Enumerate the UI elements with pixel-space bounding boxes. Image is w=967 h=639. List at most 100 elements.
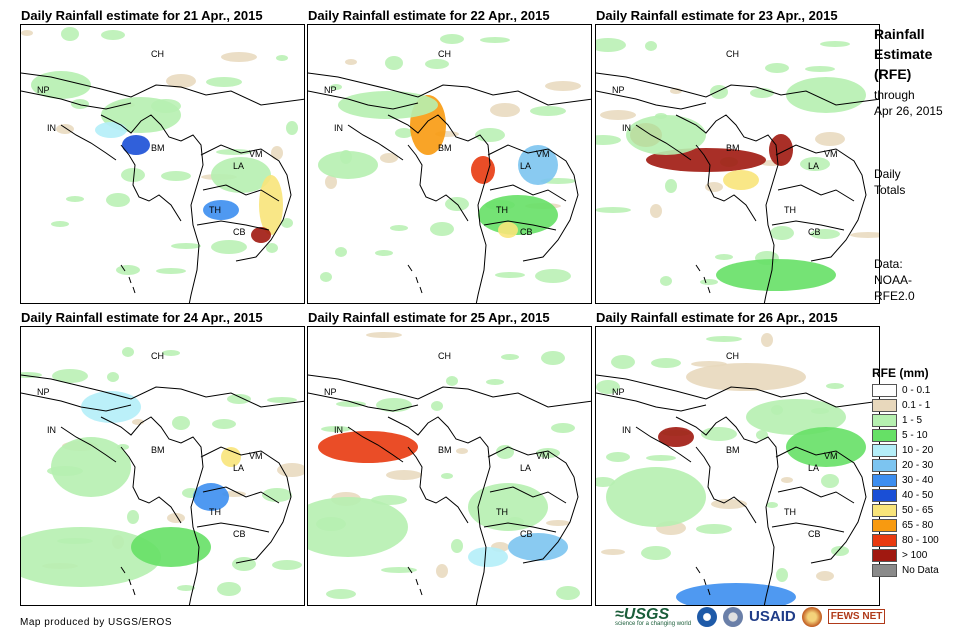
rain-patch (770, 226, 794, 240)
rain-cluster (468, 547, 508, 567)
legend-label: 50 - 65 (902, 505, 934, 516)
rain-patch (266, 243, 278, 253)
rain-patch (211, 240, 247, 254)
legend-item: 10 - 20 (872, 443, 939, 458)
usgs-logo-text: ≈USGS (615, 606, 670, 623)
rain-patch (496, 445, 514, 459)
rain-patch (700, 279, 718, 285)
map-svg: CH NP IN BM LA VM TH CB (596, 38, 879, 303)
rain-patch (776, 568, 788, 582)
legend-swatch (872, 384, 897, 397)
legend-label: 30 - 40 (902, 475, 934, 486)
rain-patch (172, 416, 190, 430)
rain-patch (486, 379, 504, 385)
rain-patch (320, 272, 332, 282)
country-label-cb: CB (520, 227, 533, 237)
country-label-vm: VM (824, 451, 838, 461)
rain-patch (495, 272, 525, 278)
country-label-cb: CB (233, 529, 246, 539)
rain-cluster (471, 156, 495, 184)
rain-patch (66, 196, 84, 202)
legend-label: 40 - 50 (902, 490, 934, 501)
rain-patch (800, 157, 830, 171)
legend-item: 40 - 50 (872, 488, 939, 503)
country-label-ch: CH (726, 351, 739, 361)
rain-patch (651, 358, 681, 368)
rain-patch (441, 473, 453, 479)
country-label-vm: VM (249, 149, 263, 159)
rain-patch (436, 564, 448, 578)
rain-patch (51, 221, 69, 227)
legend-item: > 100 (872, 548, 939, 563)
rain-cluster (658, 427, 694, 447)
rain-patch (645, 41, 657, 51)
rain-patch (606, 452, 630, 462)
legend-item: 0 - 0.1 (872, 383, 939, 398)
legend-swatch (872, 564, 897, 577)
country-label-np: NP (37, 85, 50, 95)
rain-patch (271, 146, 283, 160)
country-label-vm: VM (249, 451, 263, 461)
rain-patch (390, 225, 408, 231)
country-borders (21, 72, 304, 303)
rain-patch (161, 171, 191, 181)
fews-globe-icon (801, 606, 822, 627)
legend-label: 1 - 5 (902, 415, 923, 426)
country-label-la: LA (233, 161, 244, 171)
rain-cluster (203, 200, 239, 220)
legend-swatch (872, 549, 897, 562)
rain-patch (166, 74, 196, 88)
totals-label: Totals (874, 183, 906, 197)
rain-patch (216, 149, 252, 155)
through-date: through Apr 26, 2015 (874, 87, 943, 119)
rain-patch (61, 27, 79, 41)
data-source: Data: NOAA- RFE2.0 (874, 256, 915, 304)
rain-patch (766, 502, 778, 508)
legend-swatch (872, 399, 897, 412)
legend-item: 1 - 5 (872, 413, 939, 428)
legend-swatch (872, 534, 897, 547)
rain-patch (710, 85, 728, 99)
rain-patch (611, 355, 635, 369)
legend-label: No Data (902, 565, 939, 576)
usgs-logo-tagline: science for a changing world (615, 621, 692, 627)
rain-patch (366, 332, 402, 338)
country-label-la: LA (808, 463, 819, 473)
rain-patch (546, 520, 570, 526)
rainfall-map-apr26: CH NP IN BM LA VM TH CB (595, 326, 880, 606)
country-label-th: TH (209, 507, 221, 517)
rain-patch (162, 350, 180, 356)
country-label-np: NP (612, 85, 625, 95)
daily-label: Daily (874, 167, 901, 181)
rain-patch (781, 477, 793, 483)
rain-cluster (95, 122, 127, 138)
panel-title-apr23: Daily Rainfall estimate for 23 Apr., 201… (596, 8, 838, 23)
rain-cluster (318, 151, 378, 179)
country-label-in: IN (47, 425, 56, 435)
legend-label: 0 - 0.1 (902, 385, 931, 396)
rain-patch (267, 397, 297, 403)
rain-cluster (723, 170, 759, 190)
legend-item: 80 - 100 (872, 533, 939, 548)
side-title-line3: (RFE) (874, 66, 912, 82)
rain-patch (325, 175, 337, 189)
legend-swatch (872, 414, 897, 427)
rain-cluster (746, 399, 846, 435)
country-label-bm: BM (726, 445, 740, 455)
country-label-vm: VM (824, 149, 838, 159)
legend-label: 0.1 - 1 (902, 400, 931, 411)
rain-patch (705, 182, 723, 192)
rain-patch (232, 557, 256, 571)
rain-patch (440, 34, 464, 44)
country-label-bm: BM (726, 143, 740, 153)
rain-patch (262, 488, 292, 502)
rain-cluster (221, 447, 241, 467)
rain-patch (345, 59, 357, 65)
rain-patch (101, 30, 125, 40)
country-label-la: LA (808, 161, 819, 171)
rain-patch (212, 419, 236, 429)
country-label-in: IN (622, 425, 631, 435)
rain-patch (380, 153, 398, 163)
country-label-th: TH (784, 205, 796, 215)
rain-cluster (131, 527, 211, 567)
